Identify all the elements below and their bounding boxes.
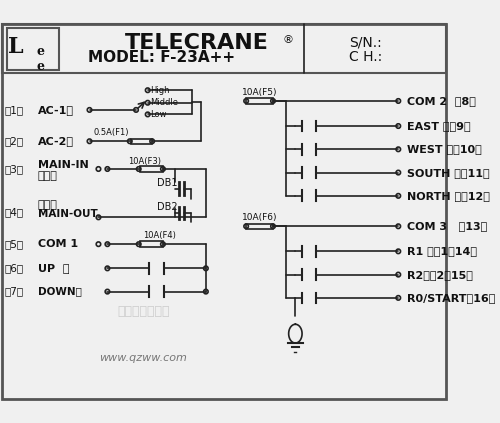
Text: L: L [8, 36, 24, 58]
Text: （7）: （7） [4, 287, 24, 297]
Text: R0/START（16）: R0/START（16） [407, 293, 496, 303]
Text: TELECRANE: TELECRANE [125, 33, 269, 53]
Text: Middle: Middle [150, 98, 178, 107]
Bar [140, 242, 163, 247]
Bar [7, 27, 59, 70]
Text: www.qzww.com: www.qzww.com [100, 353, 187, 363]
Text: （6）: （6） [4, 264, 24, 273]
Text: R2备用2（15）: R2备用2（15） [407, 269, 473, 280]
Text: COM 1: COM 1 [38, 239, 78, 249]
Text: 总停出: 总停出 [38, 200, 58, 210]
Text: S/N.:: S/N.: [349, 36, 382, 50]
Text: COM 2  （8）: COM 2 （8） [407, 96, 476, 106]
Text: （3）: （3） [4, 164, 24, 174]
Text: NORTH 北（12）: NORTH 北（12） [407, 191, 490, 201]
Text: DB1: DB1 [156, 179, 177, 188]
Bar [140, 166, 163, 172]
Text: 0.5A(F1): 0.5A(F1) [94, 128, 130, 137]
Text: 10A(F3): 10A(F3) [128, 157, 161, 166]
Text: R1 备用1（14）: R1 备用1（14） [407, 246, 477, 256]
Text: AC-1电: AC-1电 [38, 105, 74, 115]
Text: MAIN-IN: MAIN-IN [38, 160, 88, 170]
Text: 输配电工图资城: 输配电工图资城 [117, 305, 170, 318]
Text: 10A(F4): 10A(F4) [143, 231, 176, 240]
Text: （4）: （4） [4, 207, 24, 217]
Text: High: High [150, 86, 170, 95]
Text: 10A(F5): 10A(F5) [242, 88, 277, 96]
Text: ®: ® [283, 35, 294, 45]
Text: e
e: e e [36, 45, 44, 73]
Bar [246, 224, 273, 229]
Text: WEST 西（10）: WEST 西（10） [407, 144, 482, 154]
Text: MAIN-OUT: MAIN-OUT [38, 209, 98, 219]
Text: 10A(F6): 10A(F6) [242, 213, 277, 222]
Bar [130, 139, 152, 144]
Text: 总停入: 总停入 [38, 171, 58, 181]
Text: （1）: （1） [4, 105, 24, 115]
Text: （5）: （5） [4, 239, 24, 249]
Bar [2, 24, 446, 73]
Text: COM 3   （13）: COM 3 （13） [407, 221, 488, 231]
Text: AC-2源: AC-2源 [38, 136, 74, 146]
Text: DOWN下: DOWN下 [38, 287, 82, 297]
Text: UP  上: UP 上 [38, 264, 69, 273]
Text: DB2: DB2 [156, 202, 178, 212]
Text: （2）: （2） [4, 136, 24, 146]
Text: SOUTH 南（11）: SOUTH 南（11） [407, 168, 490, 178]
Text: Low: Low [150, 110, 167, 119]
Text: EAST 东（9）: EAST 东（9） [407, 121, 471, 131]
Text: MODEL: F-23A++: MODEL: F-23A++ [88, 49, 234, 65]
Bar [246, 98, 273, 104]
Text: C H.:: C H.: [349, 50, 382, 64]
